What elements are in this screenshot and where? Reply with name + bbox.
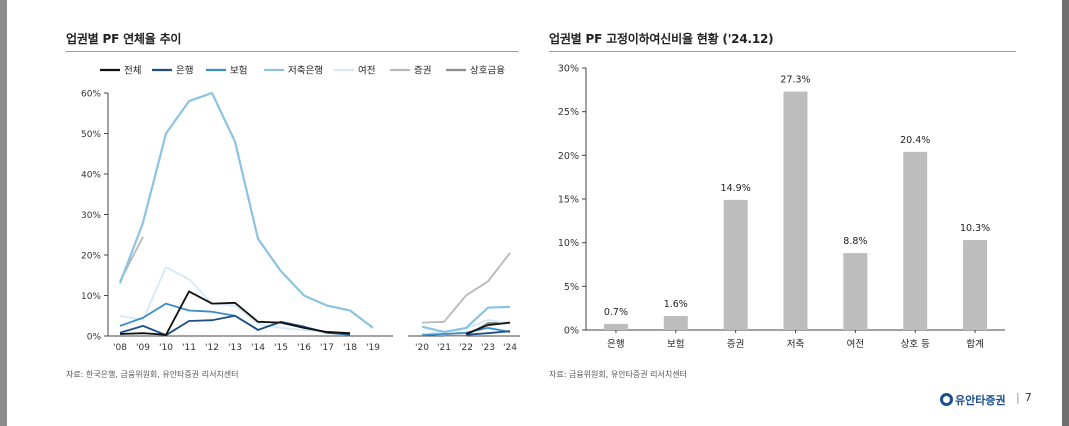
legend-item: 전체 bbox=[100, 66, 141, 77]
y-tick-label: 25% bbox=[558, 107, 579, 118]
bar bbox=[843, 253, 868, 330]
x-tick-label: '19 bbox=[366, 343, 380, 353]
legend-item: 여전 bbox=[334, 65, 375, 77]
y-tick-label: 20% bbox=[81, 252, 101, 262]
x-tick-label: '23 bbox=[481, 343, 495, 353]
left-title-rule bbox=[66, 51, 518, 52]
series-line bbox=[118, 91, 374, 329]
y-tick-label: 50% bbox=[81, 130, 101, 140]
legend-label: 전체 bbox=[124, 66, 141, 77]
legend-item: 상호금융 bbox=[446, 66, 505, 77]
x-tick-label: 저축 bbox=[787, 339, 805, 350]
right-title-rule bbox=[549, 51, 1016, 52]
left-chart-source: 자료: 한국은행, 금융위원회, 유안타증권 리서치센터 bbox=[66, 370, 239, 379]
right-page-edge bbox=[1062, 0, 1069, 426]
page-number: | 7 bbox=[1016, 391, 1032, 404]
x-tick-label: '16 bbox=[297, 343, 311, 353]
y-tick-label: 30% bbox=[81, 211, 101, 221]
series-line bbox=[421, 326, 511, 337]
right-chart-title: 업권별 PF 고정이하여신비율 현황 ('24.12) bbox=[549, 32, 774, 46]
legend-label: 저축은행 bbox=[288, 65, 323, 77]
x-tick-label: '18 bbox=[343, 343, 357, 353]
x-tick-label: '17 bbox=[320, 343, 334, 353]
y-tick-label: 10% bbox=[81, 292, 101, 302]
bar-value-label: 1.6% bbox=[664, 299, 688, 310]
y-tick-label: 40% bbox=[81, 171, 101, 181]
x-tick-label: '13 bbox=[228, 343, 242, 353]
x-tick-label: '09 bbox=[136, 343, 150, 353]
brand-logo: 유안타증권 bbox=[940, 392, 1006, 408]
x-tick-label: '10 bbox=[159, 343, 173, 353]
bar bbox=[723, 199, 748, 330]
series-저축은행 bbox=[118, 91, 511, 334]
legend-label: 상호금융 bbox=[470, 66, 505, 77]
bar-chart: 0% 5% 10% 15% 20% 25% 30% 0.7% 은행 1.6% 보험 14.9% 증권 27… bbox=[558, 64, 1005, 350]
right-chart-source: 자료: 금융위원회, 유안타증권 리서치센터 bbox=[549, 370, 687, 379]
bar bbox=[783, 91, 808, 330]
legend-item: 은행 bbox=[152, 65, 193, 77]
series-line bbox=[421, 252, 511, 324]
legend-label: 보험 bbox=[230, 66, 247, 77]
y-tick-label: 20% bbox=[558, 151, 579, 162]
y-tick-label: 5% bbox=[564, 282, 579, 293]
bar-value-label: 10.3% bbox=[960, 223, 990, 234]
bar-value-label: 0.7% bbox=[604, 307, 628, 318]
series-line bbox=[119, 266, 351, 335]
legend: 전체 은행 보험 저축은행 여전 증권 상호금융 bbox=[100, 65, 505, 77]
x-tick-label: '12 bbox=[205, 343, 219, 353]
bar bbox=[963, 240, 988, 330]
bar bbox=[663, 316, 688, 330]
legend-label: 여전 bbox=[358, 65, 375, 77]
y-tick-label: 0% bbox=[87, 333, 102, 343]
bar-value-label: 14.9% bbox=[721, 183, 751, 194]
series-line bbox=[421, 305, 511, 334]
series-line bbox=[119, 290, 351, 336]
x-tick-label: 보험 bbox=[667, 339, 684, 350]
x-tick-label: '22 bbox=[459, 343, 473, 353]
y-tick-label: 10% bbox=[558, 238, 579, 249]
legend-item: 보험 bbox=[206, 66, 247, 77]
x-tick-label: '20 bbox=[415, 343, 429, 353]
bar-value-label: 8.8% bbox=[843, 236, 867, 247]
x-tick-label: '08 bbox=[113, 343, 127, 353]
series-line bbox=[465, 330, 511, 336]
y-tick-label: 0% bbox=[564, 326, 579, 337]
line-chart: 0% 10% 20% 30% 40% 50% 60% '08 '09 '10 '11 '12 '13 '1… bbox=[81, 65, 520, 353]
left-chart-title: 업권별 PF 연체율 추이 bbox=[66, 32, 182, 46]
bar-value-label: 27.3% bbox=[780, 75, 810, 86]
legend-label: 증권 bbox=[414, 65, 431, 77]
x-tick-label: '21 bbox=[437, 343, 451, 353]
legend-item: 증권 bbox=[390, 65, 431, 77]
series-line bbox=[465, 321, 511, 335]
series-은행 bbox=[119, 314, 511, 337]
series-전체 bbox=[119, 290, 511, 336]
x-tick-label: 은행 bbox=[607, 338, 624, 350]
bar bbox=[903, 151, 928, 330]
x-tick-label: 상호 등 bbox=[901, 339, 930, 350]
y-tick-label: 15% bbox=[558, 195, 579, 206]
x-tick-label: '24 bbox=[503, 343, 517, 353]
x-tick-label: 합계 bbox=[966, 338, 983, 350]
legend-label: 은행 bbox=[176, 65, 193, 77]
x-tick-label: '11 bbox=[182, 343, 196, 353]
x-tick-label: '15 bbox=[274, 343, 288, 353]
left-page-edge bbox=[0, 0, 7, 426]
bar-value-label: 20.4% bbox=[900, 135, 930, 146]
legend-item: 저축은행 bbox=[264, 65, 323, 77]
x-tick-label: 증권 bbox=[727, 338, 744, 350]
page-number-value: 7 bbox=[1024, 391, 1032, 404]
series-line bbox=[119, 314, 351, 337]
y-tick-label: 60% bbox=[81, 90, 101, 100]
bar bbox=[603, 323, 628, 330]
x-tick-label: '14 bbox=[251, 343, 265, 353]
brand-name: 유안타증권 bbox=[955, 394, 1006, 407]
brand-logo-icon bbox=[940, 393, 953, 406]
y-tick-label: 30% bbox=[558, 64, 579, 75]
x-tick-label: 여전 bbox=[847, 338, 864, 350]
